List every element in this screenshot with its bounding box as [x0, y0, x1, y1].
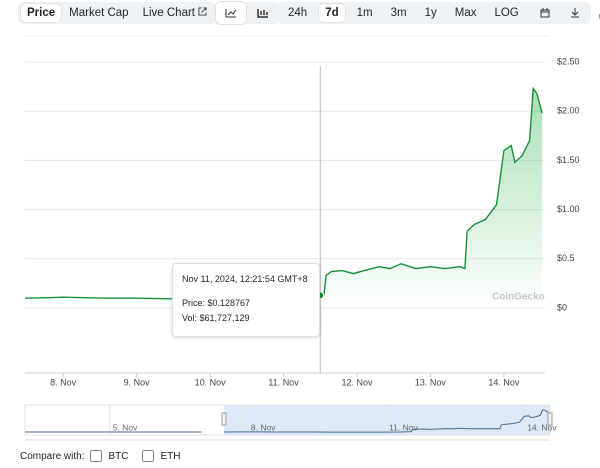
x-tick-label: 13. Nov: [415, 377, 447, 387]
compare: Compare with: BTC ETH: [20, 450, 180, 462]
navigator-selection: [223, 405, 550, 435]
compare-option[interactable]: BTC: [108, 450, 129, 462]
x-tick-label: 11. Nov: [268, 377, 299, 387]
candle-icon[interactable]: [248, 2, 278, 24]
compare-label: Compare with:: [20, 450, 85, 462]
navigator-tick-label: 5. Nov: [113, 422, 138, 432]
tooltip-date: Nov 11, 2024, 12:21:54 GMT+8: [182, 274, 308, 284]
y-tick-label: $1.00: [557, 204, 580, 214]
range-button[interactable]: 1m: [356, 7, 373, 19]
navigator-line: [223, 409, 549, 433]
chart: $0 $0.5 $1.00 $1.50 $2.00 $2.50 8. Nov 9. Nov 10…: [24, 35, 580, 441]
range-button[interactable]: 3m: [390, 7, 407, 19]
tool-icon[interactable]: [533, 2, 557, 24]
range-button[interactable]: LOG: [494, 7, 519, 19]
line-icon[interactable]: [216, 2, 246, 24]
y-tick-label: $1.50: [557, 155, 580, 165]
navigator-handle[interactable]: [547, 412, 553, 426]
compare-option[interactable]: ETH: [160, 450, 181, 462]
y-tick-label: $2.00: [557, 106, 580, 116]
tooltip-price: Price: $0.128767: [182, 298, 251, 308]
navigator-tick-label: 14. Nov: [527, 422, 557, 432]
checkbox[interactable]: [90, 450, 103, 462]
tab-market-cap[interactable]: Market Cap: [69, 7, 129, 19]
y-tick-label: $0: [557, 302, 567, 312]
tooltip-volume: Vol: $61,727,129: [182, 313, 250, 323]
x-tick-label: 14. Nov: [488, 377, 520, 387]
range-button[interactable]: 7d: [319, 4, 345, 22]
label: Live Chart: [142, 7, 195, 19]
tab-group: Price Market Cap Live Chart: [18, 2, 217, 24]
tab-live-chart[interactable]: Live Chart: [137, 4, 214, 22]
y-tick-label: $2.50: [557, 56, 580, 66]
ext-icon: [198, 7, 207, 16]
tab-price[interactable]: Price: [21, 4, 62, 22]
range-group: 24h 7d 1m 3m 1y Max LOG: [277, 2, 600, 24]
area: [322, 88, 543, 308]
y-tick-label: $0.5: [557, 253, 575, 263]
range-button[interactable]: Max: [454, 7, 477, 19]
range-button[interactable]: 1y: [424, 7, 437, 19]
x-tick-label: 10. Nov: [195, 377, 227, 387]
range-button[interactable]: 24h: [288, 7, 308, 19]
tooltip: Nov 11, 2024, 12:21:54 GMT+8 Price: $0.1…: [172, 263, 320, 337]
checkbox[interactable]: [142, 450, 155, 462]
tool-icon[interactable]: [563, 2, 587, 24]
navigator-handle[interactable]: [221, 412, 227, 426]
navigator-tick-label: 11. Nov: [389, 422, 418, 432]
navigator-tick-label: 8. Nov: [251, 422, 276, 432]
type-group: [213, 2, 281, 24]
x-tick-label: 9. Nov: [124, 377, 151, 387]
x-tick-label: 12. Nov: [341, 377, 373, 387]
x-tick-label: 8. Nov: [50, 377, 77, 387]
